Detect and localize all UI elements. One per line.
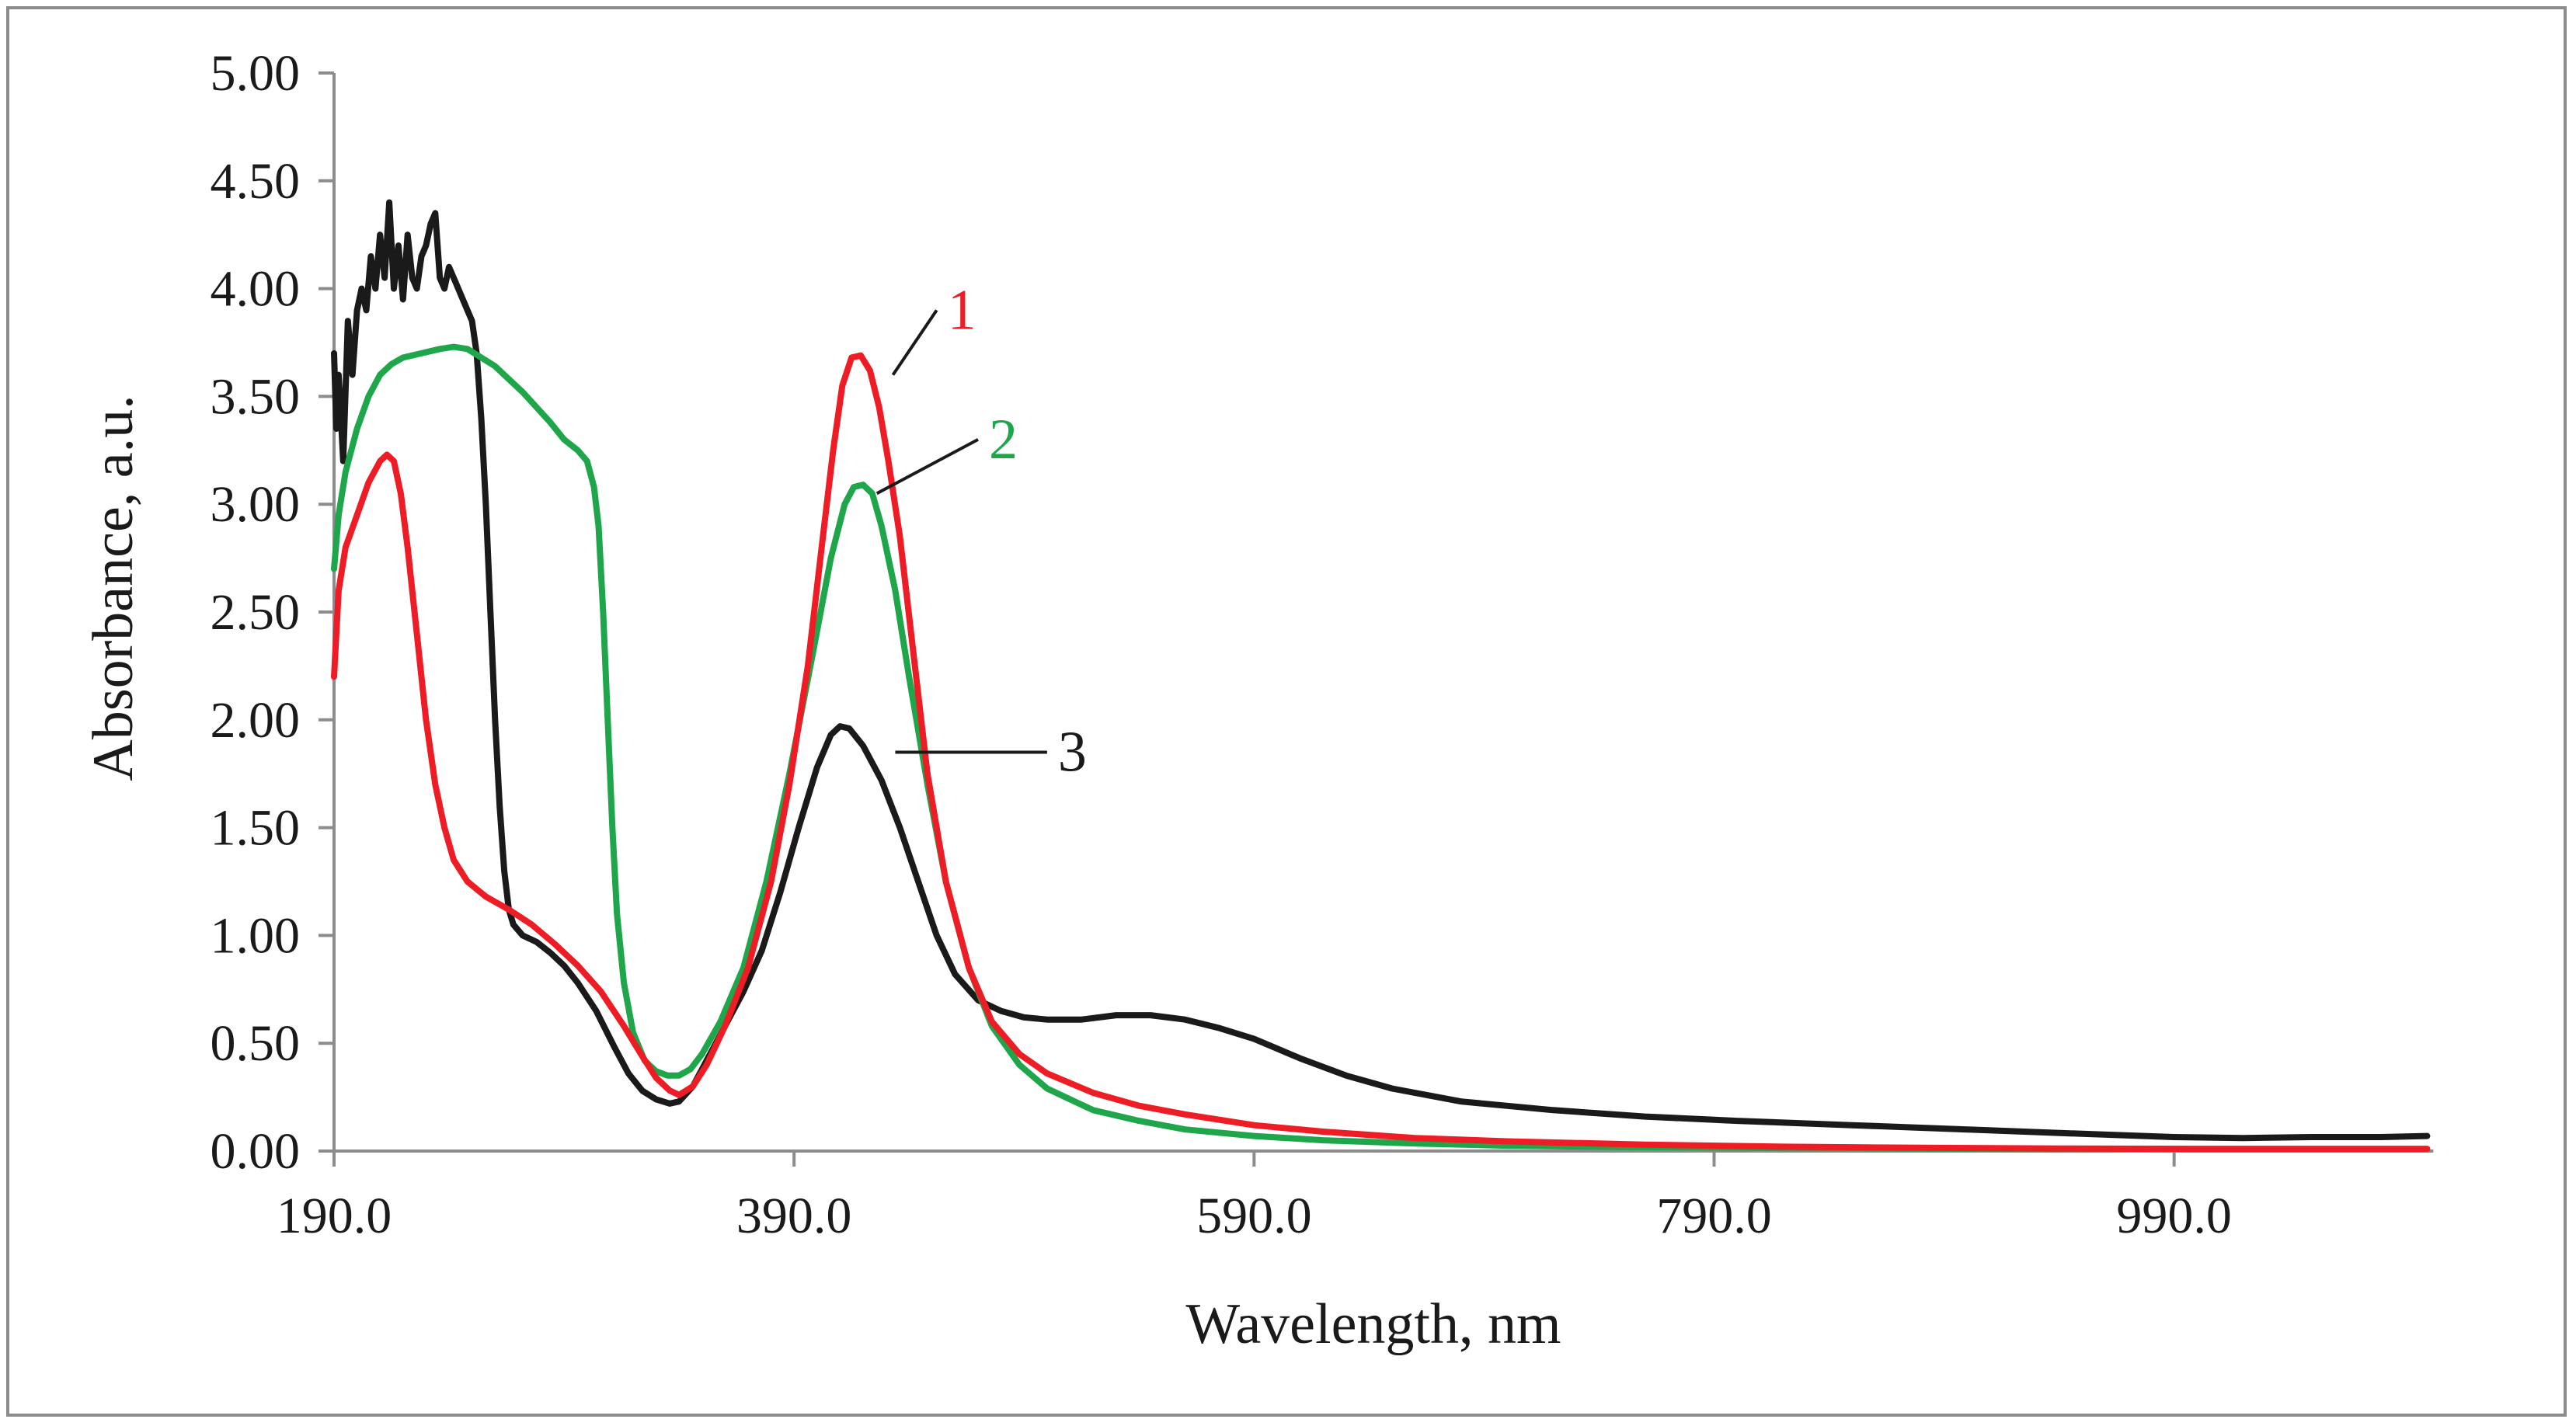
x-tick-label: 590.0 [1196, 1188, 1312, 1244]
chart-frame: 0.00 0.50 1.00 1.50 2.00 2.50 3.00 3.50 4.00 4.50… [6, 6, 2567, 1417]
x-axis-title: Wavelength, nm [1185, 1292, 1561, 1356]
y-tick-label: 0.00 [211, 1123, 301, 1180]
series-3-label: 3 [1058, 720, 1087, 784]
y-tick-label: 4.50 [211, 153, 301, 210]
series-1-leader-line [891, 309, 938, 376]
series-2-label: 2 [989, 408, 1018, 471]
y-axis-title: Absorbance, a.u. [82, 395, 145, 781]
series-1-label: 1 [948, 278, 976, 342]
axes [332, 73, 2434, 1153]
x-tick-label: 390.0 [736, 1188, 852, 1244]
y-tick-label: 0.50 [211, 1015, 301, 1072]
series-2-line [331, 343, 2431, 1153]
x-tick-label: 790.0 [1656, 1188, 1772, 1244]
series-3-line [331, 199, 2431, 1142]
series-1-line [331, 352, 2431, 1153]
y-tick-label: 3.50 [211, 368, 301, 425]
x-tick-label: 190.0 [277, 1188, 392, 1244]
y-tick-label: 4.00 [211, 261, 301, 318]
ticks: 0.00 0.50 1.00 1.50 2.00 2.50 3.00 3.50 4.00 4.50… [211, 45, 2232, 1244]
x-tick-label: 990.0 [2116, 1188, 2232, 1244]
y-tick-label: 1.50 [211, 800, 301, 857]
y-tick-label: 2.50 [211, 584, 301, 641]
y-tick-label: 3.00 [211, 476, 301, 533]
series-layer [331, 199, 2431, 1153]
series-2-leader-line [875, 438, 979, 496]
series-labels: 1 2 3 [875, 278, 1087, 784]
y-tick-label: 1.00 [211, 907, 301, 964]
absorbance-chart: 0.00 0.50 1.00 1.50 2.00 2.50 3.00 3.50 4.00 4.50… [82, 45, 2434, 1356]
y-tick-label: 2.00 [211, 692, 301, 749]
y-tick-label: 5.00 [211, 45, 301, 102]
